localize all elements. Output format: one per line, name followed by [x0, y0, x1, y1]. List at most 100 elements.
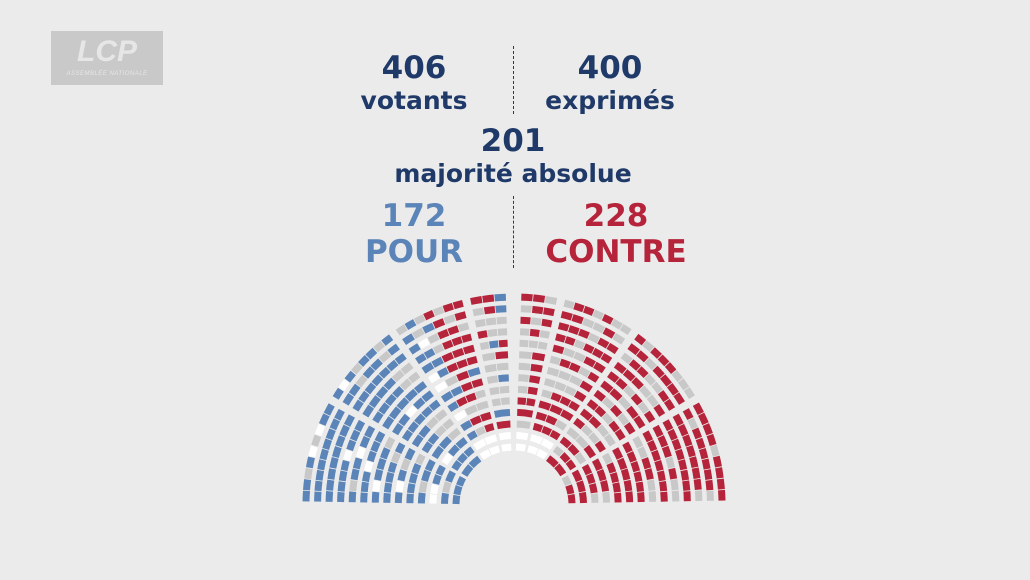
seat	[664, 362, 677, 374]
seat	[682, 480, 691, 491]
seat	[441, 351, 454, 363]
seat	[404, 319, 417, 330]
seat	[381, 334, 394, 346]
majorite-label: majorité absolue	[394, 159, 632, 188]
seat	[501, 443, 512, 452]
seat	[673, 392, 685, 405]
seat	[327, 468, 337, 480]
seat	[342, 393, 355, 406]
seat	[541, 425, 553, 436]
seat	[396, 397, 410, 411]
seat	[383, 482, 393, 493]
seat	[559, 436, 572, 449]
seat	[411, 463, 422, 475]
seat	[399, 378, 412, 391]
seat	[697, 412, 709, 426]
seat	[531, 305, 544, 315]
seat	[671, 490, 680, 502]
seat	[539, 330, 550, 339]
seat	[568, 400, 580, 412]
seat	[710, 444, 720, 457]
seat	[662, 419, 674, 432]
seat	[457, 322, 470, 332]
votants-value: 406	[381, 50, 447, 86]
seat	[549, 404, 563, 416]
seat	[636, 366, 649, 379]
seat	[311, 434, 322, 447]
seat	[537, 341, 548, 350]
seat	[388, 406, 402, 420]
seat	[378, 350, 392, 363]
seat	[380, 447, 391, 460]
seat	[607, 371, 620, 383]
seat	[454, 311, 467, 321]
seat	[385, 471, 395, 483]
seat	[486, 375, 499, 384]
seat	[432, 343, 445, 355]
seat	[483, 306, 496, 315]
seat	[351, 362, 363, 375]
seat	[392, 385, 405, 399]
seat	[677, 423, 689, 437]
seat	[498, 339, 508, 348]
seat	[461, 464, 474, 477]
seat	[567, 443, 580, 456]
seat	[712, 455, 722, 468]
seat	[706, 433, 717, 446]
seat	[497, 328, 508, 336]
seat	[716, 478, 725, 490]
seat	[623, 385, 636, 398]
seat	[573, 351, 586, 363]
seat	[407, 421, 419, 433]
seat	[350, 468, 360, 481]
seat	[434, 409, 448, 422]
seat	[590, 493, 599, 503]
seat	[432, 474, 442, 485]
seat	[527, 386, 539, 396]
seat	[329, 457, 339, 469]
seat	[576, 480, 586, 493]
seat	[578, 328, 590, 339]
seat	[543, 307, 555, 317]
seat	[581, 424, 593, 437]
seat	[560, 310, 573, 321]
seat	[609, 472, 620, 483]
seat	[626, 451, 637, 463]
seat	[614, 492, 622, 503]
seat	[625, 491, 634, 503]
seat	[452, 494, 461, 505]
seat	[647, 440, 658, 452]
seat	[583, 305, 595, 316]
seat	[451, 460, 462, 472]
seat	[394, 492, 403, 504]
seat	[404, 447, 416, 461]
seat	[564, 385, 577, 397]
seat	[374, 431, 386, 443]
seat	[568, 325, 580, 335]
seat	[558, 370, 572, 382]
seat	[387, 461, 398, 474]
seat	[671, 438, 682, 451]
logo-subtitle: ASSEMBLÉE NATIONALE	[66, 71, 148, 77]
seat	[573, 339, 586, 350]
seat	[428, 399, 441, 412]
seat	[465, 392, 477, 403]
seat	[530, 363, 543, 373]
seat	[464, 404, 478, 416]
seat	[378, 402, 390, 415]
seat	[659, 480, 668, 492]
seat	[519, 351, 532, 360]
seat	[526, 398, 536, 407]
seat	[434, 425, 447, 437]
seat	[494, 293, 507, 302]
seat	[644, 373, 656, 386]
seat	[400, 458, 411, 471]
seat	[614, 428, 626, 441]
seat	[303, 479, 312, 491]
seat	[355, 446, 366, 459]
seat	[317, 459, 327, 471]
seat	[383, 492, 391, 503]
seat	[387, 343, 400, 356]
seat	[408, 472, 418, 484]
